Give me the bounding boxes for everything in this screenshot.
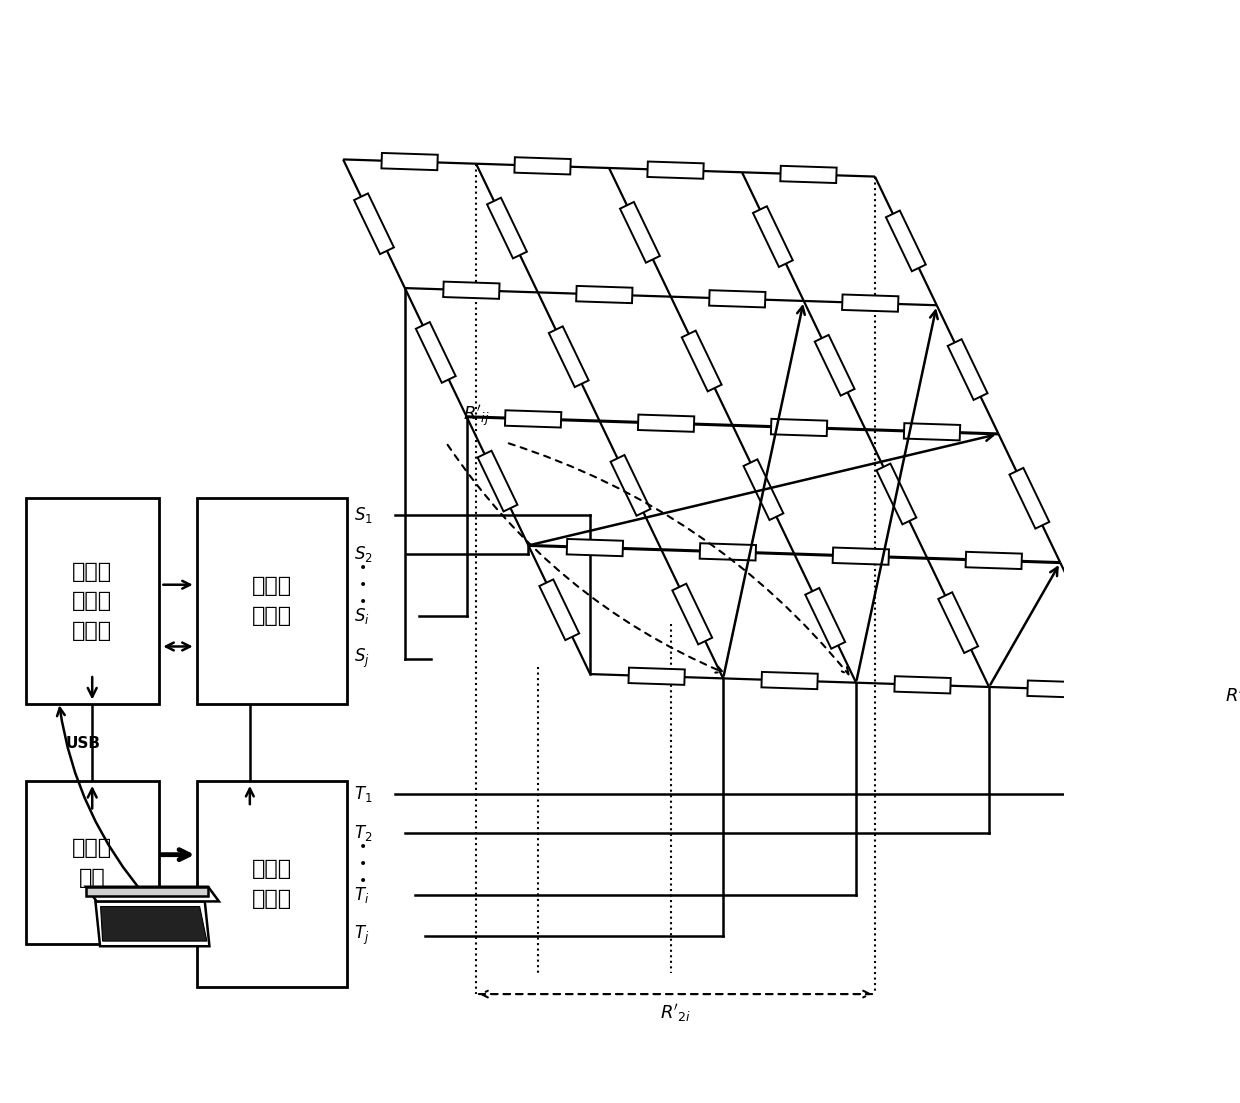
Bar (443, 281, 500, 299)
Bar (939, 592, 978, 653)
Bar (505, 410, 562, 428)
Text: $T_2$: $T_2$ (355, 823, 373, 843)
Text: •: • (358, 595, 367, 609)
Text: 信号开
关矩阵: 信号开 关矩阵 (252, 577, 293, 627)
Bar (539, 579, 579, 640)
Bar (26, 499, 159, 704)
Bar (567, 539, 622, 556)
Bar (629, 667, 684, 685)
Polygon shape (100, 907, 207, 941)
Text: $T_i$: $T_i$ (355, 885, 370, 904)
Bar (744, 459, 784, 520)
Bar (947, 340, 987, 400)
Text: $R'_{ij}$: $R'_{ij}$ (463, 404, 490, 429)
Bar (197, 499, 347, 704)
Text: $S_i$: $S_i$ (355, 606, 370, 625)
Text: $S_2$: $S_2$ (355, 544, 373, 564)
Bar (904, 424, 960, 440)
Bar (709, 290, 765, 308)
Text: •: • (358, 874, 367, 888)
Bar (815, 335, 854, 396)
Bar (885, 211, 926, 271)
Bar (894, 676, 951, 694)
Bar (382, 153, 438, 170)
Text: •: • (358, 839, 367, 854)
Bar (515, 158, 570, 174)
Bar (780, 165, 837, 183)
Text: $S_j$: $S_j$ (355, 647, 370, 671)
Text: •: • (358, 857, 367, 870)
Bar (1028, 681, 1084, 698)
Bar (415, 322, 455, 383)
Text: $R'_{2i}$: $R'_{2i}$ (660, 1002, 691, 1024)
Text: $R'_{12}$: $R'_{12}$ (1225, 685, 1240, 707)
Bar (1071, 597, 1111, 657)
Bar (1009, 468, 1049, 528)
Bar (966, 552, 1022, 569)
Bar (682, 331, 722, 392)
Bar (842, 295, 899, 312)
Bar (672, 583, 712, 644)
Bar (577, 286, 632, 303)
Text: 恒流源
单元: 恒流源 单元 (72, 838, 113, 888)
Text: $S_1$: $S_1$ (355, 505, 373, 525)
Bar (26, 781, 159, 944)
Polygon shape (86, 887, 219, 901)
Bar (610, 456, 651, 516)
Polygon shape (86, 887, 208, 896)
Text: $T_j$: $T_j$ (355, 924, 370, 947)
Bar (477, 451, 517, 512)
Text: $T_1$: $T_1$ (355, 783, 373, 804)
Bar (620, 202, 660, 263)
Text: •: • (358, 578, 367, 591)
Text: 控制与
信号测
量单元: 控制与 信号测 量单元 (72, 561, 113, 641)
Text: USB: USB (66, 736, 100, 751)
Bar (699, 544, 756, 560)
Bar (877, 463, 916, 524)
Bar (771, 419, 827, 436)
Bar (355, 193, 394, 254)
Text: 电流开
关矩阵: 电流开 关矩阵 (252, 859, 293, 909)
Bar (753, 206, 792, 267)
Bar (805, 588, 846, 649)
Polygon shape (95, 901, 210, 946)
Bar (647, 161, 703, 179)
Bar (197, 781, 347, 987)
Bar (761, 672, 818, 689)
Bar (637, 415, 694, 431)
Bar (832, 547, 889, 565)
Bar (487, 197, 527, 258)
Bar (549, 326, 589, 387)
Text: •: • (358, 560, 367, 575)
